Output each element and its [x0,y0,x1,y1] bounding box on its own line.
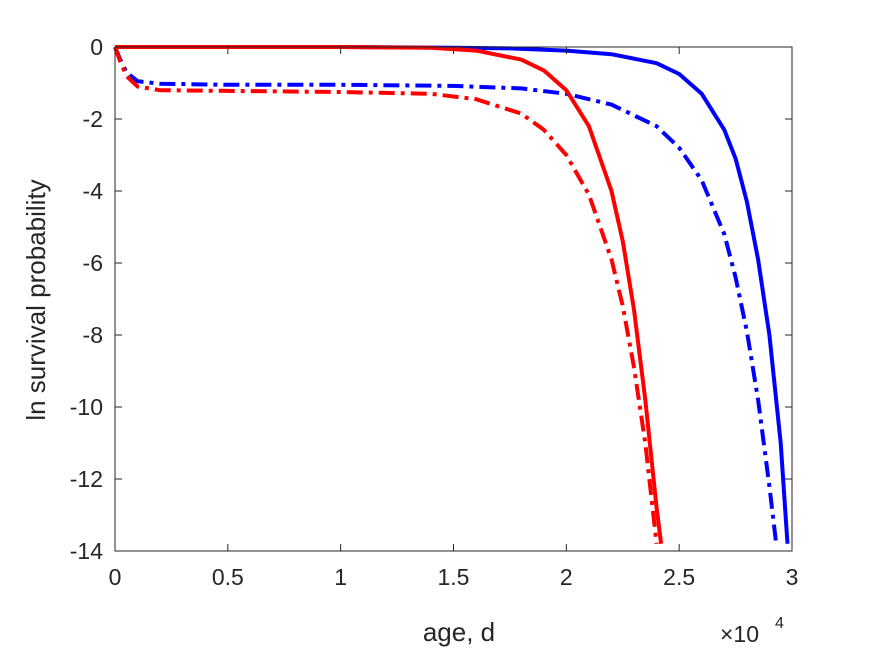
x-tick-label: 2 [560,564,573,590]
x-tick-label: 3 [786,564,799,590]
x-axis-title: age, d [423,617,495,647]
x-tick-label: 1.5 [438,564,470,590]
x-tick-label: 0 [109,564,122,590]
y-tick-label: -14 [70,538,103,564]
y-tick-label: -8 [83,322,103,348]
y-axis: 0 -2 -4 -6 -8 -10 -12 -14 [70,34,792,564]
x-axis: 0 0.5 1 1.5 2 2.5 3 [109,47,799,590]
x-tick-label: 0.5 [212,564,244,590]
x-exponent-base: ×10 [720,621,759,647]
x-tick-label: 1 [334,564,347,590]
y-tick-label: -4 [83,178,104,204]
y-tick-label: -6 [83,250,103,276]
series-line-2-dashdot [113,46,779,545]
y-tick-label: -2 [83,106,103,132]
x-exponent-label: ×10 4 [720,615,784,647]
y-axis-title: ln survival probability [21,179,51,420]
plot-area [115,47,792,551]
x-exponent-power: 4 [775,615,784,632]
y-tick-label: 0 [90,34,103,60]
x-tick-label: 2.5 [663,564,695,590]
y-tick-label: -12 [70,466,103,492]
series-line-4-dashdot [113,46,659,545]
y-tick-label: -10 [70,394,103,420]
